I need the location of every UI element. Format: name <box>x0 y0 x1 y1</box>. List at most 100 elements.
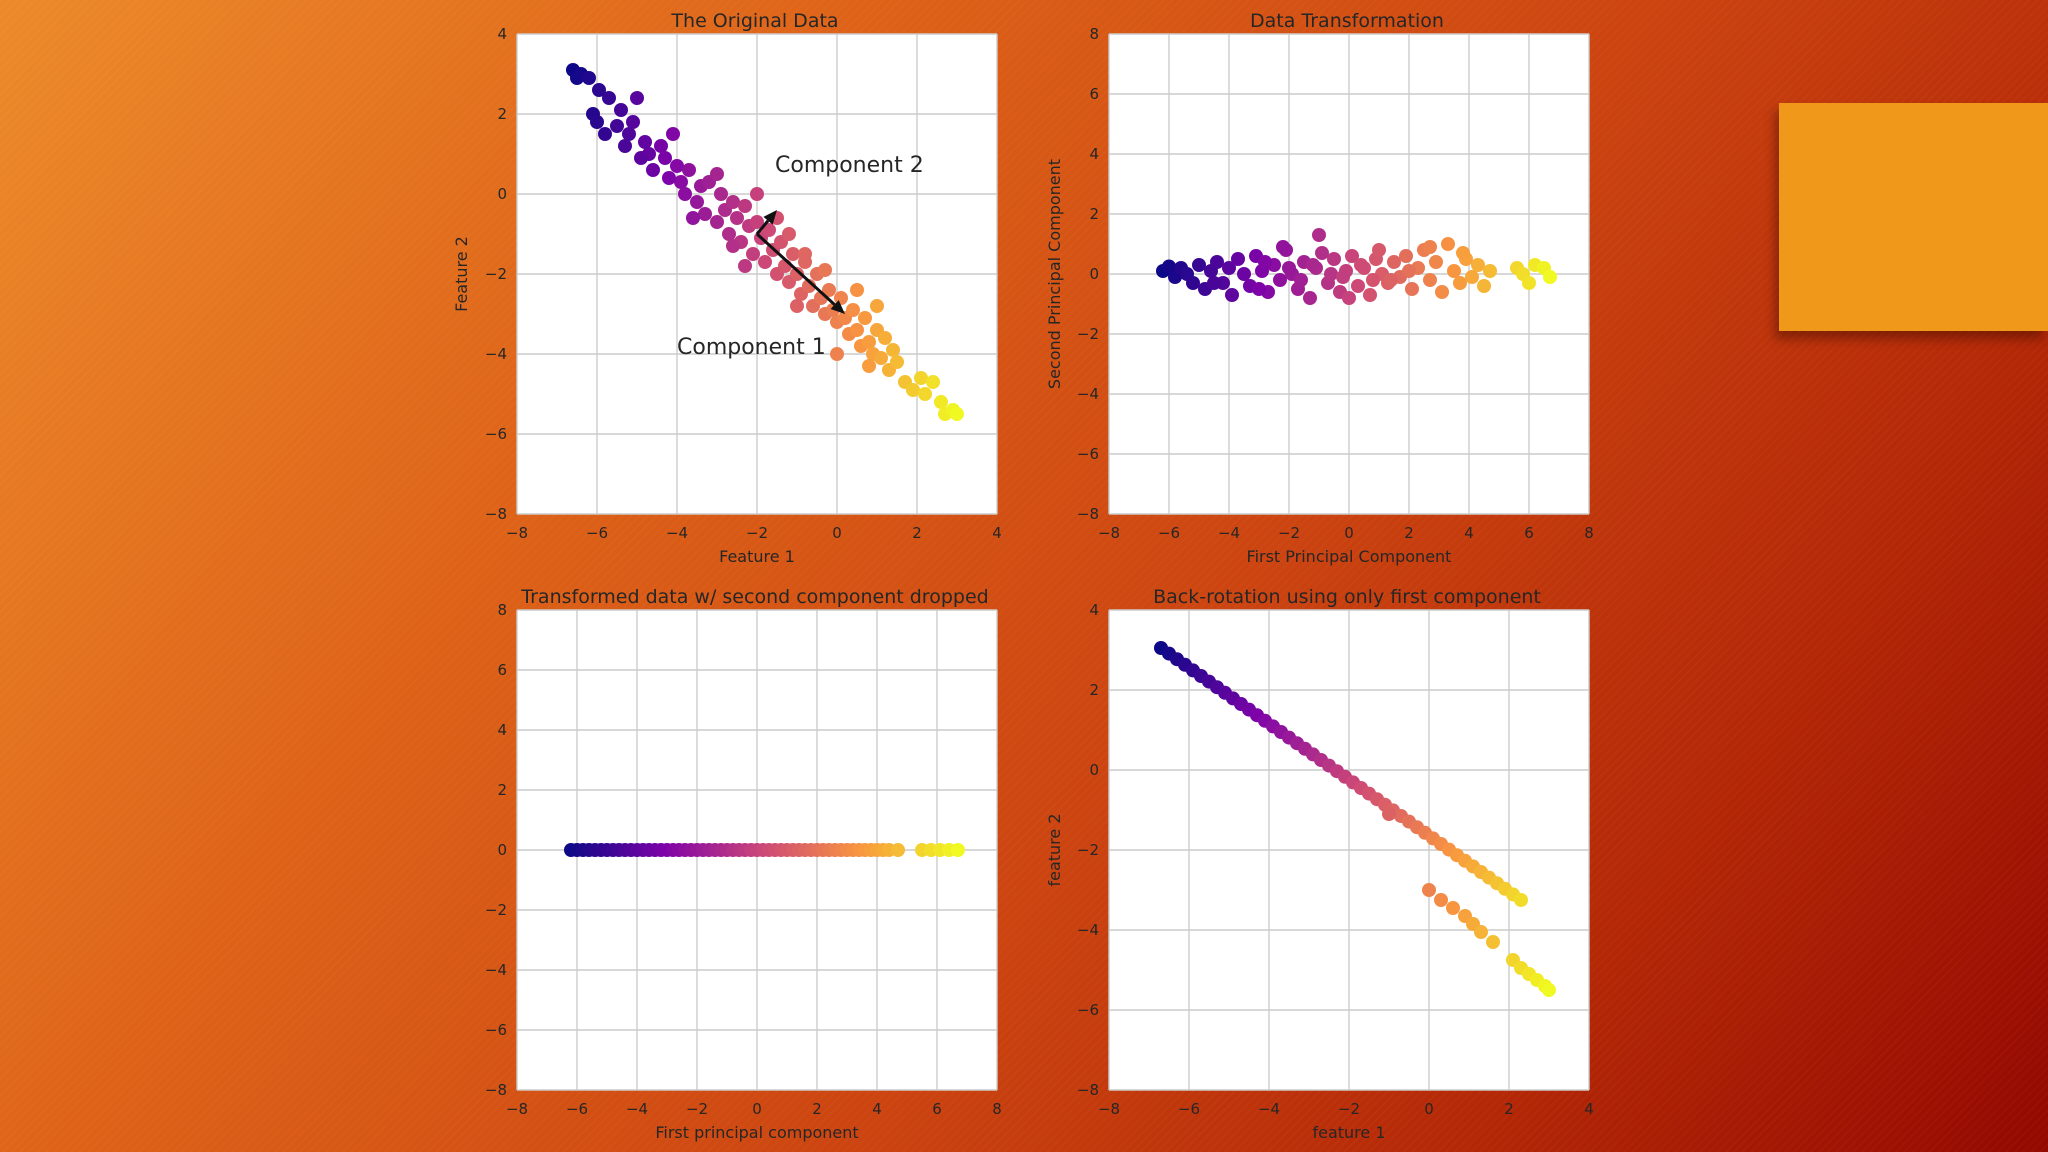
data-point <box>850 323 864 337</box>
data-point <box>670 159 684 173</box>
data-point <box>1423 273 1437 287</box>
x-tick-label: 0 <box>1424 1100 1434 1118</box>
x-tick-label: −8 <box>506 1100 528 1118</box>
data-point <box>822 283 836 297</box>
x-tick-label: 4 <box>1464 524 1474 542</box>
y-axis-label: Feature 2 <box>452 236 471 312</box>
data-point <box>1453 276 1467 290</box>
data-point <box>891 843 905 857</box>
data-point <box>658 151 672 165</box>
data-point <box>750 215 764 229</box>
x-tick-label: −2 <box>1278 524 1300 542</box>
y-tick-labels: 4 2 0 −2 −4 −6 −8 <box>1077 601 1099 1099</box>
data-point <box>630 91 644 105</box>
data-point <box>1186 276 1200 290</box>
data-point <box>590 115 604 129</box>
data-point <box>918 387 932 401</box>
x-tick-label: 4 <box>992 524 1002 542</box>
x-tick-label: −6 <box>586 524 608 542</box>
data-point <box>646 163 660 177</box>
data-point <box>874 351 888 365</box>
x-tick-label: −8 <box>1098 524 1120 542</box>
data-point <box>890 355 904 369</box>
x-tick-label: 4 <box>1584 1100 1594 1118</box>
data-point <box>1435 285 1449 299</box>
data-point <box>1294 273 1308 287</box>
data-point <box>1210 255 1224 269</box>
component-1-label: Component 1 <box>677 335 826 360</box>
chart-data-transformation: Data Transformation −8 −6 −4 −2 0 2 4 6 8 86420−… <box>1045 10 1594 566</box>
data-point <box>1423 240 1437 254</box>
y-tick-label: −8 <box>1077 1081 1099 1099</box>
data-point <box>1372 243 1386 257</box>
y-tick-label: −6 <box>485 1021 507 1039</box>
component-1-arrow <box>755 232 836 306</box>
accent-box <box>1779 103 2048 331</box>
y-tick-label: 4 <box>1089 601 1099 619</box>
data-point <box>906 383 920 397</box>
x-tick-label: −6 <box>1178 1100 1200 1118</box>
data-point <box>1477 279 1491 293</box>
data-point <box>1474 925 1488 939</box>
y-tick-label: 0 <box>1089 761 1099 779</box>
y-tick-label: −4 <box>1077 385 1099 403</box>
data-point <box>638 135 652 149</box>
data-point <box>1312 228 1326 242</box>
component-1-arrowhead <box>830 300 845 314</box>
x-tick-labels: −8 −6 −4 −2 0 2 4 6 8 <box>506 1100 1002 1118</box>
data-point <box>726 239 740 253</box>
data-point <box>950 407 964 421</box>
data-point <box>730 211 744 225</box>
data-point <box>782 227 796 241</box>
x-tick-label: 0 <box>1344 524 1354 542</box>
data-point <box>686 211 700 225</box>
data-point <box>666 127 680 141</box>
y-tick-label: −6 <box>1077 445 1099 463</box>
data-point <box>610 119 624 133</box>
component-2-label: Component 2 <box>775 153 924 178</box>
data-point <box>1422 883 1436 897</box>
y-tick-label: 8 <box>1089 25 1099 43</box>
data-point <box>1324 267 1338 281</box>
x-tick-label: 0 <box>752 1100 762 1118</box>
x-tick-label: 8 <box>992 1100 1002 1118</box>
data-point <box>1382 807 1396 821</box>
y-tick-label: 2 <box>497 105 507 123</box>
y-tick-labels: 8 6 4 2 0 −2 −4 −6 −8 <box>1077 25 1099 523</box>
x-tick-label: −4 <box>626 1100 648 1118</box>
data-point <box>1327 252 1341 266</box>
y-tick-labels: 4 2 0 −2 −4 −6 −8 <box>485 25 507 523</box>
data-point <box>710 215 724 229</box>
data-point <box>1342 291 1356 305</box>
data-point <box>618 139 632 153</box>
data-point <box>951 843 965 857</box>
data-point <box>1345 249 1359 263</box>
data-point <box>1441 237 1455 251</box>
y-tick-label: −2 <box>1077 841 1099 859</box>
data-point <box>738 199 752 213</box>
component-2-arrowhead <box>763 210 777 225</box>
component-2-arrow <box>755 219 770 235</box>
y-tick-label: −6 <box>1077 1001 1099 1019</box>
y-tick-label: −2 <box>485 901 507 919</box>
x-tick-label: −2 <box>1338 1100 1360 1118</box>
data-point <box>786 247 800 261</box>
data-point <box>926 375 940 389</box>
data-point <box>1231 252 1245 266</box>
data-point <box>862 359 876 373</box>
x-tick-label: −2 <box>686 1100 708 1118</box>
data-point <box>798 247 812 261</box>
x-tick-label: 0 <box>832 524 842 542</box>
data-point <box>1306 258 1320 272</box>
x-tick-label: 4 <box>872 1100 882 1118</box>
data-point <box>1447 264 1461 278</box>
data-point <box>878 331 892 345</box>
x-tick-label: 6 <box>932 1100 942 1118</box>
y-tick-label: −2 <box>1077 325 1099 343</box>
x-axis-label: Feature 1 <box>719 547 795 566</box>
data-points <box>1156 228 1557 305</box>
data-point <box>862 335 876 349</box>
y-tick-label: −6 <box>485 425 507 443</box>
